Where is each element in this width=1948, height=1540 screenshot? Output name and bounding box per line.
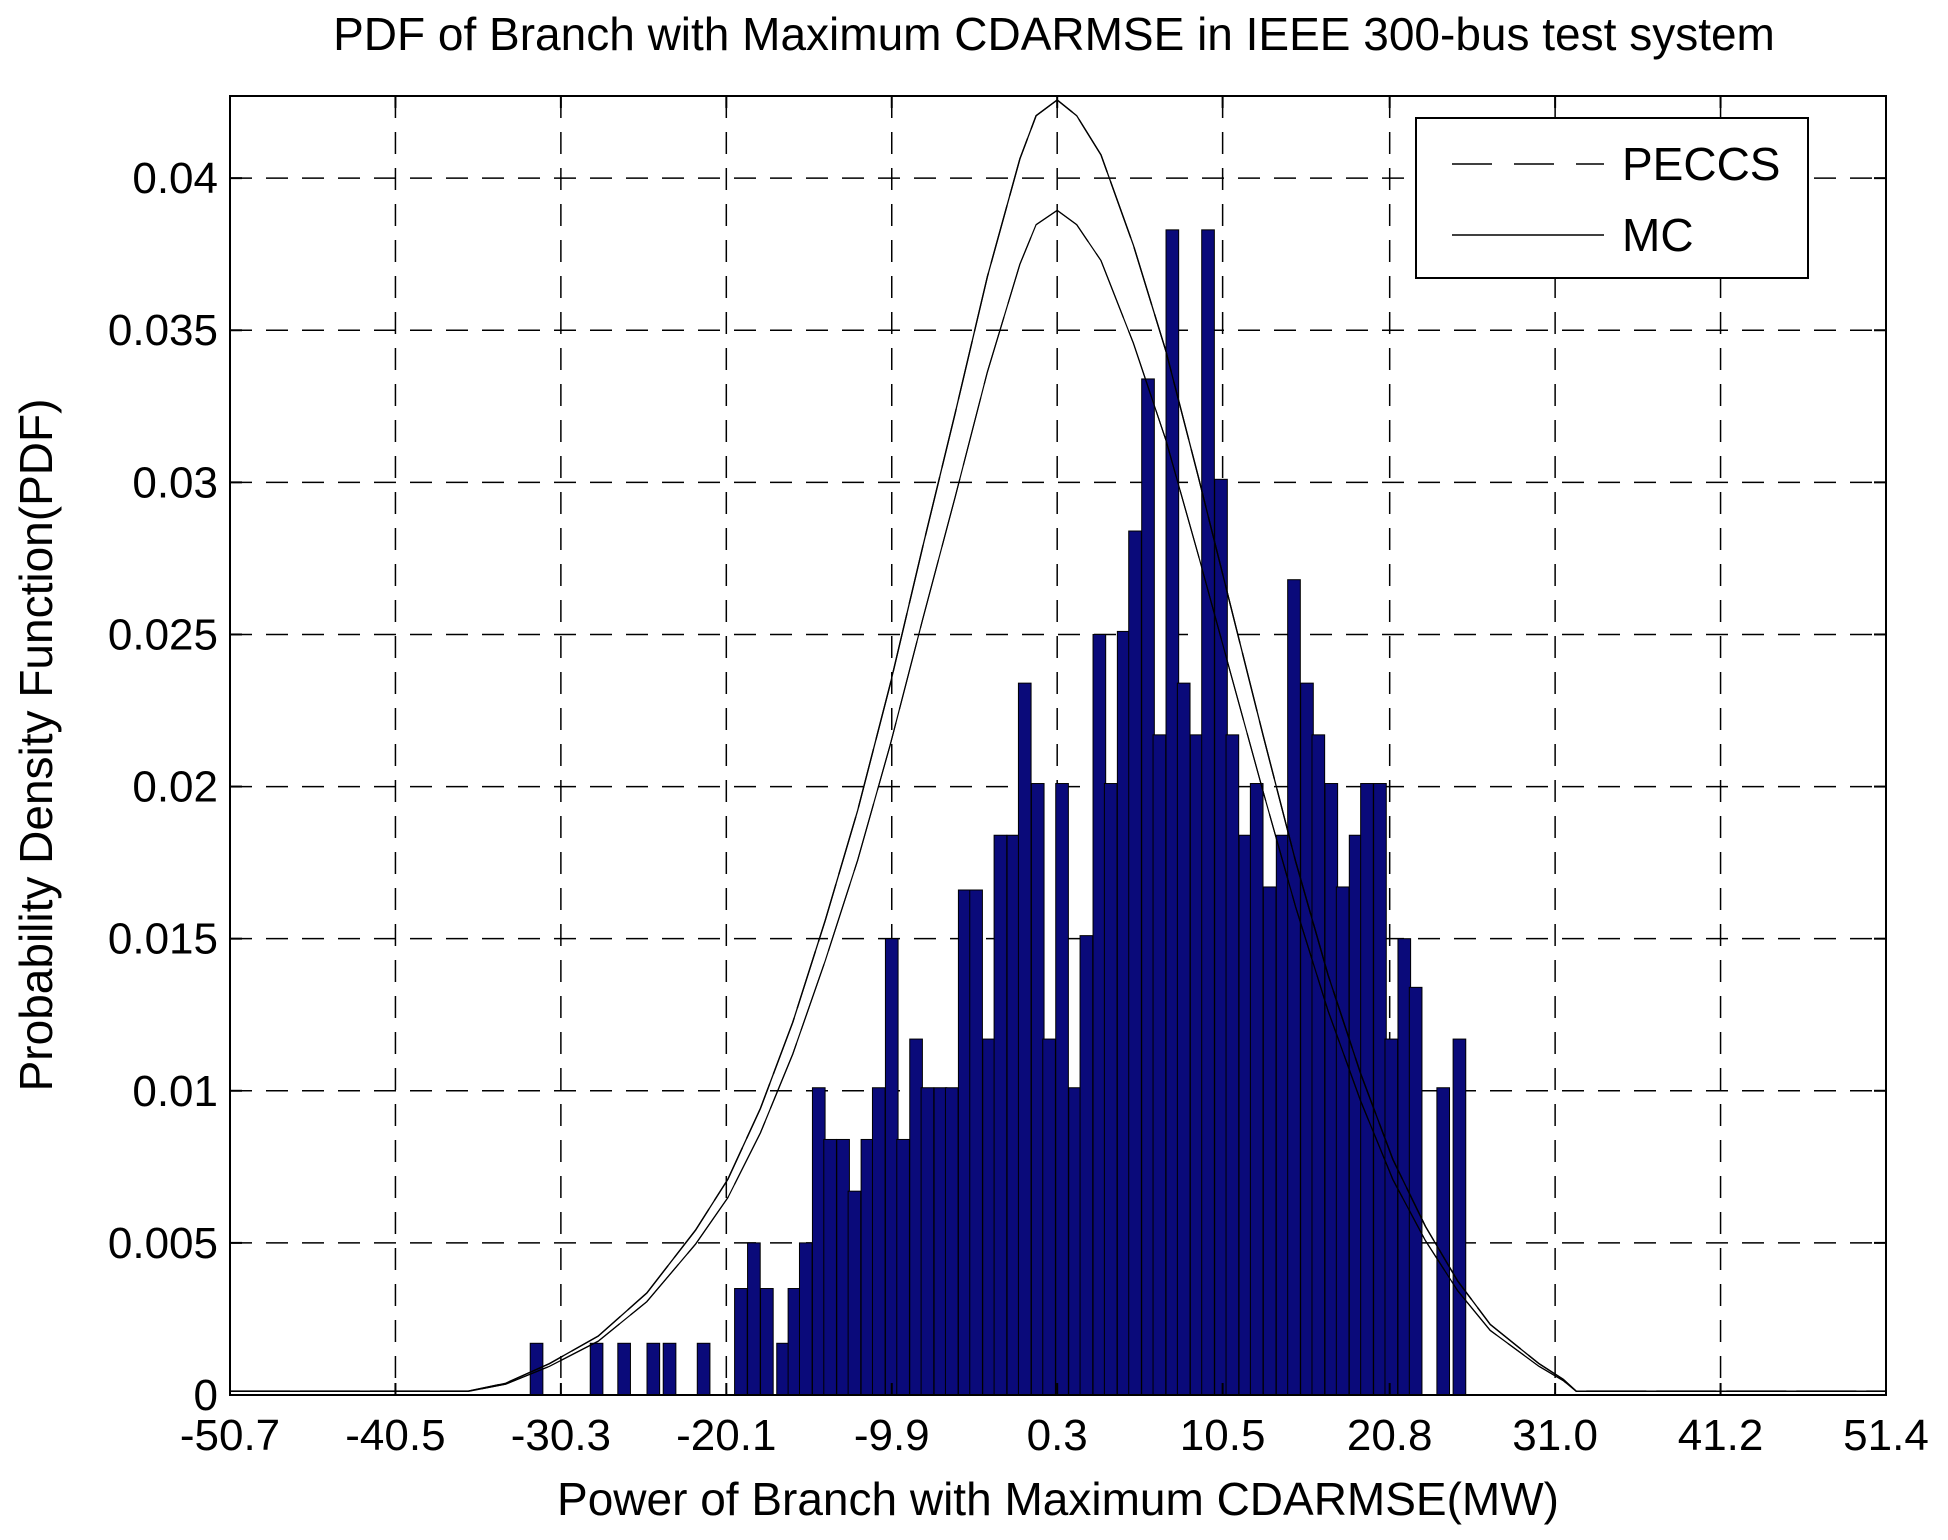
histogram-bar	[823, 1138, 837, 1396]
histogram-bar	[1275, 834, 1290, 1396]
histogram-bar	[747, 1242, 761, 1396]
histogram-bar	[1079, 935, 1094, 1396]
histogram-bar	[1201, 229, 1215, 1396]
axis-ticks: -50.7 -40.5 -30.3 -20.1 -9.9 0.3 10.5 20.8 31.0 4…	[108, 96, 1929, 1460]
histogram-bar	[1092, 633, 1107, 1396]
x-tick-label: -9.9	[854, 1411, 930, 1460]
histogram-bar	[957, 889, 972, 1396]
histogram-bar	[896, 1138, 910, 1396]
x-tick-label: 31.0	[1512, 1411, 1598, 1460]
y-tick-label: 0.025	[108, 610, 218, 659]
chart-title: PDF of Branch with Maximum CDARMSE in IE…	[333, 8, 1775, 60]
histogram-bar	[1335, 886, 1350, 1396]
y-tick-label: 0.005	[108, 1219, 218, 1268]
histogram-bar	[1384, 1038, 1399, 1396]
histogram-bar	[1408, 986, 1423, 1396]
histogram-bar	[1165, 229, 1180, 1396]
histogram-bar	[776, 1342, 790, 1396]
x-tick-label: 20.8	[1347, 1411, 1433, 1460]
histogram-bar	[871, 1087, 886, 1396]
histogram-bar	[1152, 734, 1167, 1396]
histogram-bar	[1452, 1038, 1467, 1396]
histogram-bar	[1373, 783, 1387, 1396]
x-tick-label: -20.1	[676, 1411, 776, 1460]
histogram-bar	[1017, 682, 1032, 1396]
histogram-bar	[760, 1288, 774, 1396]
histogram-bar	[734, 1288, 748, 1396]
x-tick-label: 41.2	[1678, 1411, 1764, 1460]
legend-label-mc: MC	[1622, 209, 1694, 261]
histogram-bars	[529, 229, 1467, 1396]
y-tick-label: 0.015	[108, 915, 218, 964]
histogram-bar	[1042, 1038, 1056, 1396]
histogram-bar	[920, 1087, 935, 1396]
y-tick-label: 0	[194, 1371, 218, 1420]
histogram-bar	[1006, 834, 1021, 1396]
y-tick-label: 0.01	[132, 1067, 218, 1116]
histogram-bar	[847, 1190, 862, 1396]
histogram-bar	[933, 1087, 948, 1396]
histogram-bar	[1262, 886, 1277, 1396]
x-tick-label: -50.7	[180, 1411, 280, 1460]
histogram-bar	[1141, 378, 1155, 1396]
histogram-bar	[617, 1342, 631, 1396]
histogram-bar	[646, 1342, 661, 1396]
x-tick-label: 51.4	[1843, 1411, 1929, 1460]
histogram-bar	[969, 889, 983, 1396]
histogram-bar	[798, 1242, 813, 1396]
histogram-bar	[1055, 783, 1069, 1396]
histogram-bar	[1324, 783, 1339, 1396]
histogram-bar	[1300, 682, 1314, 1396]
y-tick-label: 0.04	[132, 154, 218, 203]
x-tick-label: 0.3	[1027, 1411, 1088, 1460]
histogram-bar	[662, 1342, 677, 1396]
y-tick-label: 0.03	[132, 458, 218, 507]
histogram-bar	[589, 1342, 604, 1396]
histogram-bar	[1311, 734, 1326, 1396]
histogram-bar	[696, 1342, 711, 1396]
series-line-mc-inner	[230, 209, 1886, 1392]
x-axis-label: Power of Branch with Maximum CDARMSE(MW)	[557, 1473, 1559, 1525]
y-tick-label: 0.035	[108, 306, 218, 355]
histogram-bar	[1225, 734, 1240, 1396]
histogram-bar	[1348, 834, 1363, 1396]
legend: PECCS MC	[1415, 117, 1809, 279]
histogram-bar	[811, 1087, 826, 1396]
histogram-bar	[1214, 478, 1228, 1396]
x-tick-label: 10.5	[1180, 1411, 1266, 1460]
histogram-bar	[1128, 530, 1142, 1396]
histogram-bar	[1103, 783, 1118, 1396]
y-axis-label: Probability Density Function(PDF)	[10, 399, 62, 1092]
legend-label-peccs: PECCS	[1622, 138, 1780, 190]
histogram-bar	[1287, 579, 1301, 1396]
x-tick-label: -30.3	[511, 1411, 611, 1460]
histogram-bar	[860, 1138, 875, 1396]
histogram-bar	[1249, 783, 1264, 1396]
histogram-bar	[909, 1038, 923, 1396]
histogram-bar	[884, 938, 899, 1396]
histogram-bar	[993, 834, 1008, 1396]
histogram-bar	[1189, 734, 1204, 1396]
x-tick-label: -40.5	[345, 1411, 445, 1460]
histogram-bar	[1436, 1087, 1451, 1396]
histogram-bar	[1116, 630, 1131, 1396]
histogram-bar	[787, 1288, 802, 1396]
histogram-bar	[836, 1138, 850, 1396]
histogram-bar	[1397, 938, 1412, 1396]
histogram-bar	[1176, 682, 1191, 1396]
legend-box	[1415, 117, 1809, 279]
histogram-bar	[1030, 783, 1045, 1396]
histogram-bar	[944, 1087, 959, 1396]
y-tick-label: 0.02	[132, 763, 218, 812]
histogram-bar	[982, 1038, 996, 1396]
histogram-bar	[1068, 1087, 1082, 1396]
histogram-bar	[1238, 834, 1253, 1396]
